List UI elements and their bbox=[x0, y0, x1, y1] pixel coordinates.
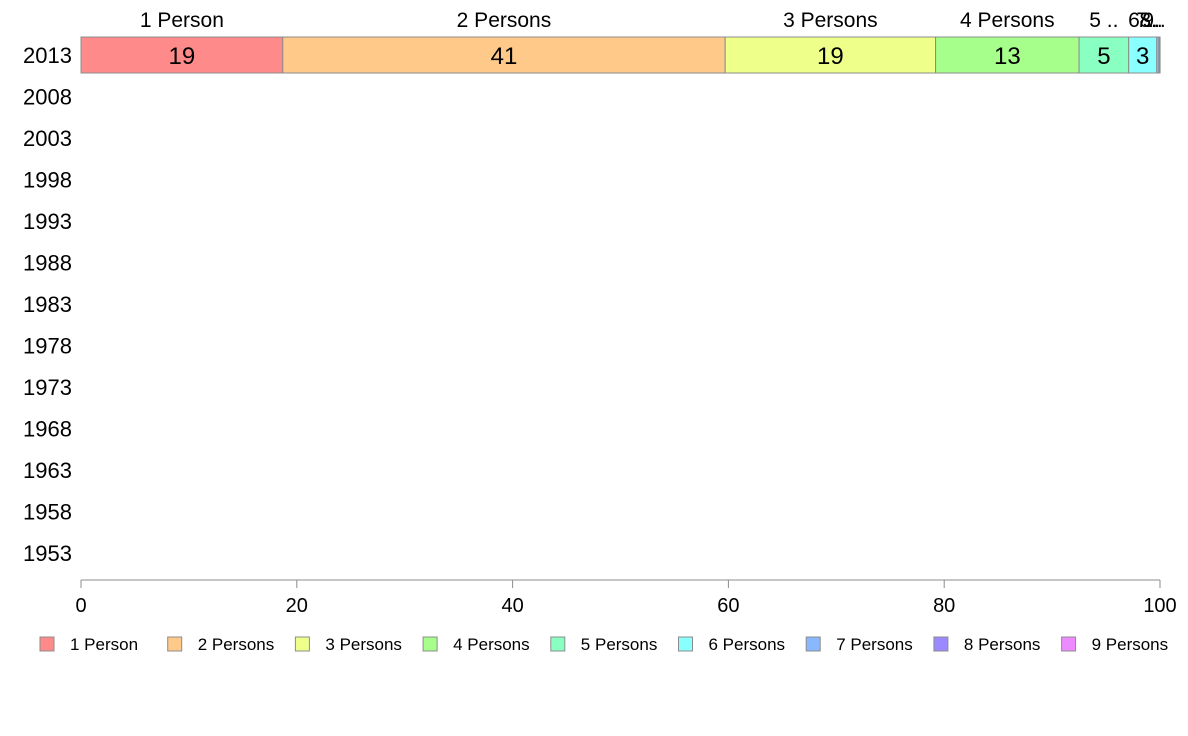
segment-header-6: 6 .. bbox=[1128, 9, 1157, 32]
segment-header-5: 5 .. bbox=[1089, 9, 1118, 32]
segment-header-7: 7.. bbox=[1136, 9, 1159, 32]
data-label-5: 5 bbox=[1097, 43, 1110, 70]
bar-segment-2013-5 bbox=[1078, 36, 1130, 74]
legend-swatch-2 bbox=[167, 636, 183, 652]
x-tick-label-0: 0 bbox=[75, 595, 86, 617]
legend-swatch-3 bbox=[294, 636, 310, 652]
y-axis-labels: 2013 2008 2003 1998 1993 1988 1983 1978 1973 1968… bbox=[23, 43, 72, 566]
x-tick-label-80: 80 bbox=[933, 595, 955, 617]
legend-item-4: 4 Persons bbox=[422, 635, 530, 654]
legend-item-5: 5 Persons bbox=[550, 635, 658, 654]
y-tick-label-1978: 1978 bbox=[23, 334, 72, 359]
legend-item-3: 3 Persons bbox=[294, 635, 402, 654]
segment-header-3: 3 Persons bbox=[783, 9, 878, 32]
data-label-3: 19 bbox=[817, 43, 844, 70]
y-tick-label-2013: 2013 bbox=[23, 43, 72, 68]
legend-swatch-5 bbox=[550, 636, 566, 652]
x-tick-label-100: 100 bbox=[1143, 595, 1176, 617]
x-tick-label-40: 40 bbox=[501, 595, 523, 617]
legend-label-8: 8 Persons bbox=[964, 635, 1041, 654]
legend-item-2: 2 Persons bbox=[167, 635, 275, 654]
y-tick-label-1958: 1958 bbox=[23, 500, 72, 525]
legend-label-2: 2 Persons bbox=[198, 635, 275, 654]
bar-segment-2013-2 bbox=[282, 36, 726, 74]
legend-label-9: 9 Persons bbox=[1092, 635, 1169, 654]
legend-label-6: 6 Persons bbox=[709, 635, 786, 654]
legend-swatch-4 bbox=[422, 636, 438, 652]
data-label-6: 3 bbox=[1136, 43, 1149, 70]
legend-swatch-6 bbox=[678, 636, 693, 652]
legend-item-9: 9 Persons bbox=[1061, 635, 1169, 654]
legend-label-5: 5 Persons bbox=[581, 635, 658, 654]
segment-header-9: 9.. bbox=[1142, 9, 1165, 32]
y-tick-label-2008: 2008 bbox=[23, 85, 72, 110]
data-label-4: 13 bbox=[994, 43, 1021, 70]
legend-swatch-9 bbox=[1061, 636, 1077, 652]
legend: 1 Person 2 Persons 3 Persons 4 Persons 5 Per… bbox=[39, 635, 1169, 654]
legend-label-3: 3 Persons bbox=[325, 635, 402, 654]
legend-label-4: 4 Persons bbox=[453, 635, 530, 654]
legend-swatch-7 bbox=[805, 636, 821, 652]
bars: 19 41 19 13 5 3 bbox=[80, 36, 1161, 74]
segment-header-4: 4 Persons bbox=[960, 9, 1055, 32]
legend-swatch-1 bbox=[39, 636, 55, 652]
data-label-2: 41 bbox=[491, 43, 518, 70]
segment-header-labels: 1 Person 2 Persons 3 Persons 4 Persons 5 .. 6… bbox=[140, 9, 1166, 32]
x-tick-label-20: 20 bbox=[286, 595, 308, 617]
bar-segment-2013-3 bbox=[724, 36, 937, 74]
bar-segment-2013-1 bbox=[80, 36, 284, 74]
segment-header-8: 8.. bbox=[1139, 9, 1162, 32]
y-tick-label-2003: 2003 bbox=[23, 126, 72, 151]
segment-header-1: 1 Person bbox=[140, 9, 224, 32]
bar-segment-2013-9 bbox=[1158, 36, 1161, 74]
y-tick-label-1988: 1988 bbox=[23, 251, 72, 276]
y-tick-label-1973: 1973 bbox=[23, 375, 72, 400]
y-tick-label-1998: 1998 bbox=[23, 168, 72, 193]
legend-item-1: 1 Person bbox=[39, 635, 138, 654]
legend-item-6: 6 Persons bbox=[678, 635, 786, 654]
x-axis: 0 20 40 60 80 100 bbox=[75, 579, 1177, 617]
x-tick-label-60: 60 bbox=[717, 595, 739, 617]
legend-swatch-8 bbox=[933, 636, 949, 652]
legend-item-7: 7 Persons bbox=[805, 635, 913, 654]
legend-label-1: 1 Person bbox=[70, 635, 138, 654]
y-tick-label-1968: 1968 bbox=[23, 417, 72, 442]
y-tick-label-1983: 1983 bbox=[23, 292, 72, 317]
y-tick-label-1993: 1993 bbox=[23, 209, 72, 234]
y-tick-label-1953: 1953 bbox=[23, 541, 72, 566]
data-label-1: 19 bbox=[169, 43, 196, 70]
legend-label-7: 7 Persons bbox=[836, 635, 913, 654]
legend-item-8: 8 Persons bbox=[933, 635, 1041, 654]
y-tick-label-1963: 1963 bbox=[23, 458, 72, 483]
segment-header-2: 2 Persons bbox=[457, 9, 552, 32]
